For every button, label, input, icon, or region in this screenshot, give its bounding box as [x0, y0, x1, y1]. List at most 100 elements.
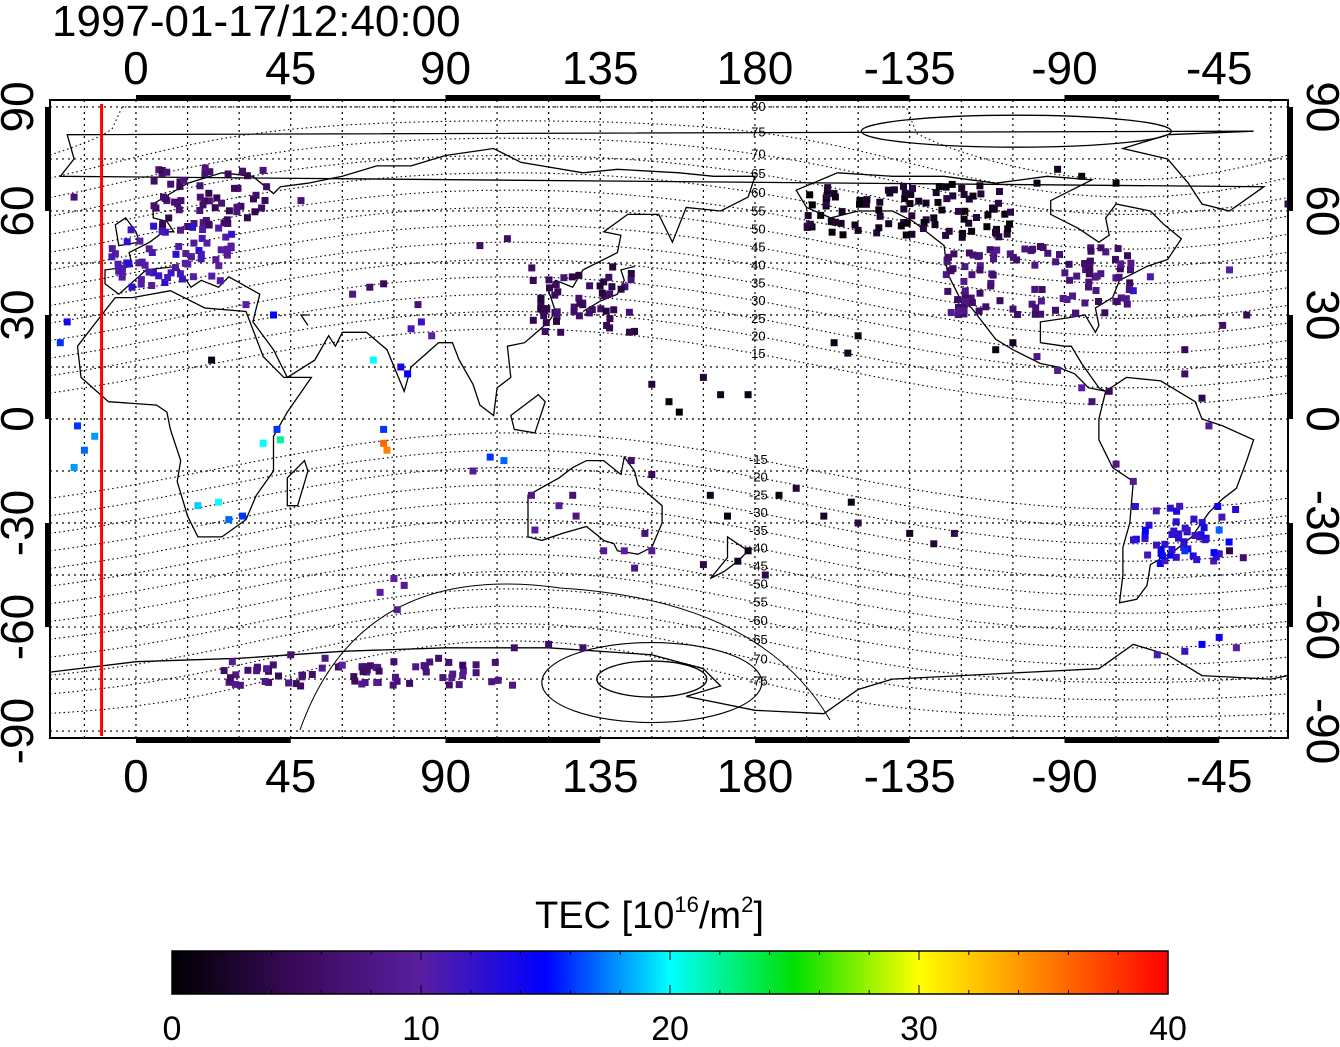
tec-point [968, 227, 976, 235]
tec-point [155, 272, 163, 280]
tec-point [243, 172, 251, 180]
tec-point [965, 219, 973, 227]
tec-point [392, 673, 399, 681]
tec-point [263, 665, 271, 673]
tec-point [231, 680, 239, 688]
tec-point [407, 325, 415, 333]
tec-point [1116, 265, 1124, 273]
tec-point [1117, 294, 1125, 302]
tec-point [242, 301, 250, 309]
tec-point [922, 199, 930, 207]
tec-point [334, 663, 342, 671]
tec-point [568, 273, 576, 281]
frame-bar-bottom [445, 738, 601, 743]
tec-point [308, 671, 316, 678]
lat-tick-label-right: -30 [1297, 490, 1340, 556]
tec-point [380, 439, 388, 447]
tec-point [208, 356, 216, 364]
tec-point [390, 575, 398, 582]
lat-tick-label-right: -90 [1297, 698, 1340, 764]
tec-point [919, 225, 927, 232]
tec-point [161, 279, 169, 286]
tec-point [1127, 259, 1135, 267]
tec-point [1125, 286, 1133, 293]
tec-point [1124, 252, 1131, 260]
tec-point [1063, 296, 1071, 303]
tec-point [600, 278, 608, 286]
tec-point [184, 223, 192, 230]
contour-label: 70 [751, 147, 765, 162]
tec-point [1004, 225, 1012, 233]
tec-point [233, 203, 241, 211]
tec-point [220, 219, 228, 227]
tec-point [494, 676, 502, 684]
contour-label: -65 [749, 632, 768, 647]
tec-point [606, 315, 614, 323]
tec-point [233, 208, 241, 216]
tec-point [648, 380, 656, 388]
tec-point [621, 283, 629, 291]
tec-point [258, 204, 266, 212]
tec-point [542, 319, 550, 327]
tec-point [570, 308, 578, 316]
tec-point [1038, 286, 1046, 293]
tec-point [569, 491, 577, 499]
tec-point [648, 471, 656, 478]
tec-point [158, 167, 166, 174]
contour-label: -50 [749, 577, 768, 592]
tec-point [944, 287, 952, 295]
tec-point [775, 491, 783, 499]
tec-point [806, 220, 814, 228]
tec-point [1115, 273, 1123, 281]
tec-point [706, 491, 714, 499]
tec-point [224, 170, 232, 178]
tec-point [983, 223, 991, 231]
tec-point [942, 271, 950, 279]
tec-point [993, 246, 1001, 254]
tec-point [500, 457, 508, 465]
tec-point [529, 277, 537, 284]
tec-point [1091, 273, 1099, 281]
tec-point [541, 328, 549, 335]
tec-point [231, 184, 238, 192]
tec-point [1129, 477, 1137, 485]
tec-point [856, 200, 863, 208]
tec-point [820, 512, 828, 520]
tec-point [488, 678, 496, 686]
tec-point [145, 268, 153, 276]
tec-point [1112, 255, 1119, 263]
tec-point [196, 193, 204, 201]
tec-point [417, 318, 425, 326]
tec-point [1175, 534, 1182, 542]
coastline-madagascar [286, 459, 309, 507]
tec-point [178, 275, 186, 283]
frame-bar-left [45, 106, 50, 211]
tec-point [177, 226, 184, 234]
tec-point [358, 680, 366, 688]
tec-point [575, 312, 583, 320]
tec-point [390, 658, 398, 666]
tec-point [958, 184, 966, 192]
tec-point [982, 303, 990, 311]
tec-point [182, 250, 190, 257]
tec-point [1175, 530, 1183, 538]
tec-point [184, 260, 192, 268]
tec-point [875, 224, 883, 232]
tec-point [1114, 245, 1122, 253]
contour-label: -60 [749, 613, 768, 628]
tec-point [1168, 546, 1176, 553]
tec-point [176, 270, 184, 278]
tec-point [486, 453, 494, 461]
tec-point [960, 307, 968, 315]
contour-label: -35 [749, 523, 768, 538]
tec-point [393, 677, 401, 685]
lon-tick-label-bottom: 45 [265, 750, 316, 802]
tec-point [830, 189, 838, 197]
contour-label: 75 [751, 125, 765, 140]
tec-point [171, 264, 179, 272]
tec-point [1126, 279, 1134, 287]
tec-point [553, 313, 561, 320]
tec-point [199, 226, 207, 233]
tec-point [358, 663, 366, 671]
tec-point [445, 681, 453, 689]
